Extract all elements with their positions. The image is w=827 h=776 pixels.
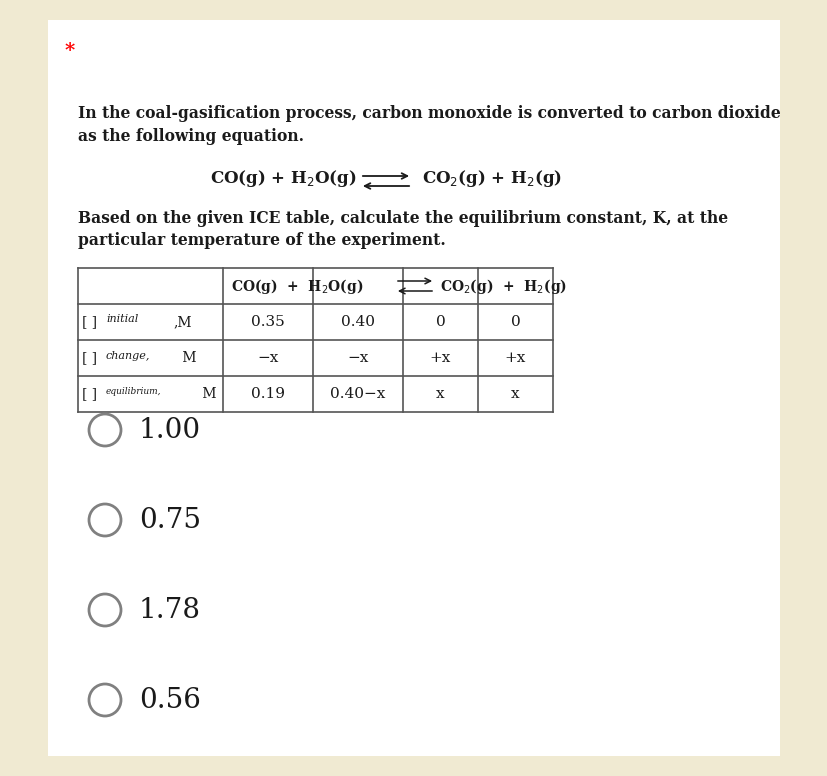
- Text: 1.78: 1.78: [139, 597, 201, 623]
- Text: particular temperature of the experiment.: particular temperature of the experiment…: [78, 232, 445, 249]
- Text: −x: −x: [257, 351, 279, 365]
- Text: M: M: [178, 351, 196, 365]
- Text: equilibrium,: equilibrium,: [106, 387, 161, 397]
- Text: CO$_2$(g) + H$_2$(g): CO$_2$(g) + H$_2$(g): [422, 168, 562, 189]
- Text: x: x: [436, 387, 444, 401]
- Text: initial: initial: [106, 314, 138, 324]
- Text: 0: 0: [510, 315, 519, 329]
- Text: [ ]: [ ]: [82, 351, 97, 365]
- Text: 0.35: 0.35: [251, 315, 284, 329]
- Text: −x: −x: [347, 351, 368, 365]
- Text: M: M: [198, 387, 216, 401]
- Text: CO(g)  +  H$_2$O(g): CO(g) + H$_2$O(g): [231, 276, 363, 296]
- Text: ,M: ,M: [173, 315, 191, 329]
- Text: change,: change,: [106, 351, 151, 361]
- Text: [ ]: [ ]: [82, 315, 97, 329]
- Text: 0.19: 0.19: [251, 387, 284, 401]
- Text: +x: +x: [429, 351, 451, 365]
- Text: 0.56: 0.56: [139, 687, 201, 713]
- Text: Based on the given ICE table, calculate the equilibrium constant, K, at the: Based on the given ICE table, calculate …: [78, 210, 727, 227]
- Text: [ ]: [ ]: [82, 387, 97, 401]
- Text: CO(g) + H$_2$O(g): CO(g) + H$_2$O(g): [210, 168, 356, 189]
- Text: CO$_2$(g)  +  H$_2$(g): CO$_2$(g) + H$_2$(g): [439, 276, 566, 296]
- Text: In the coal-gasification process, carbon monoxide is converted to carbon dioxide: In the coal-gasification process, carbon…: [78, 105, 780, 122]
- Text: x: x: [510, 387, 519, 401]
- Bar: [48, 20, 779, 756]
- Text: 0.75: 0.75: [139, 507, 201, 534]
- Text: +x: +x: [504, 351, 525, 365]
- Text: 0: 0: [435, 315, 445, 329]
- Text: 1.00: 1.00: [139, 417, 201, 444]
- Text: *: *: [65, 42, 75, 60]
- Text: 0.40−x: 0.40−x: [330, 387, 385, 401]
- Text: as the following equation.: as the following equation.: [78, 128, 304, 145]
- Text: 0.40: 0.40: [341, 315, 375, 329]
